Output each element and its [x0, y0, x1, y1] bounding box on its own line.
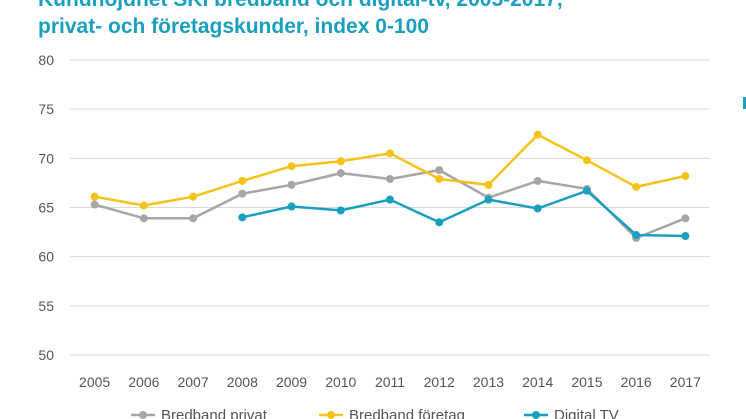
data-point-bredband-f-retag-2012 [435, 174, 444, 183]
legend-marker-bredband-f-retag [327, 411, 335, 419]
data-point-bredband-f-retag-2007 [189, 192, 198, 201]
legend-marker-bredband-privat [139, 411, 147, 419]
y-tick-label-75: 75 [38, 101, 54, 117]
legend-marker-digital-tv [532, 411, 540, 419]
legend-label-bredband-f-retag: Bredband företag [349, 407, 465, 419]
y-tick-label-80: 80 [38, 52, 54, 68]
decorative-marker [743, 97, 746, 109]
x-tick-label-2012: 2012 [424, 374, 455, 390]
x-tick-label-2016: 2016 [621, 374, 652, 390]
data-point-bredband-privat-2014 [533, 176, 542, 185]
data-point-digital-tv-2014 [533, 204, 542, 213]
data-point-bredband-privat-2008 [238, 189, 247, 198]
data-point-bredband-privat-2017 [681, 214, 690, 223]
data-point-bredband-f-retag-2017 [681, 172, 690, 181]
data-point-bredband-f-retag-2016 [632, 182, 641, 191]
x-tick-label-2005: 2005 [79, 374, 110, 390]
chart-title-line-2: privat- och företagskunder, index 0-100 [38, 15, 429, 38]
data-point-bredband-privat-2006 [139, 214, 148, 223]
series-line-digital-tv [242, 189, 686, 238]
data-point-bredband-f-retag-2010 [336, 157, 345, 166]
x-tick-label-2014: 2014 [522, 374, 553, 390]
data-point-bredband-f-retag-2014 [533, 130, 542, 139]
data-point-bredband-f-retag-2005 [90, 192, 99, 201]
data-point-bredband-f-retag-2015 [582, 156, 591, 165]
data-point-bredband-privat-2010 [336, 169, 345, 178]
series-line-bredband-f-retag [94, 133, 686, 207]
data-point-digital-tv-2015 [582, 186, 591, 195]
x-tick-label-2013: 2013 [473, 374, 504, 390]
y-tick-label-65: 65 [38, 200, 54, 216]
data-point-digital-tv-2009 [287, 202, 296, 211]
x-tick-label-2006: 2006 [128, 374, 159, 390]
x-tick-label-2007: 2007 [177, 374, 208, 390]
data-point-digital-tv-2013 [484, 195, 493, 204]
gridlines [70, 59, 710, 356]
y-tick-label-55: 55 [38, 298, 54, 314]
data-point-digital-tv-2011 [386, 195, 394, 204]
x-tick-label-2008: 2008 [227, 374, 258, 390]
data-point-bredband-f-retag-2008 [238, 176, 247, 185]
data-point-bredband-privat-2005 [90, 200, 99, 209]
x-tick-label-2010: 2010 [325, 374, 356, 390]
y-tick-label-60: 60 [38, 249, 54, 265]
data-point-bredband-f-retag-2011 [386, 149, 394, 158]
data-point-digital-tv-2017 [681, 232, 690, 241]
x-axis-ticks: 2005 2006 2007 2008 2009 2010 2011 2012 2013 2014… [79, 374, 701, 390]
x-tick-label-2011: 2011 [375, 374, 405, 390]
legend-label-digital-tv: Digital TV [554, 407, 619, 419]
y-tick-label-70: 70 [38, 150, 54, 166]
x-tick-label-2017: 2017 [670, 374, 701, 390]
data-point-digital-tv-2010 [336, 206, 345, 215]
data-point-digital-tv-2008 [238, 213, 247, 222]
data-point-bredband-f-retag-2009 [287, 162, 296, 171]
data-point-bredband-privat-2007 [189, 214, 198, 223]
x-tick-label-2015: 2015 [571, 374, 602, 390]
series-points [90, 130, 690, 242]
data-point-bredband-privat-2011 [386, 174, 394, 183]
data-point-digital-tv-2016 [632, 231, 641, 240]
legend-label-bredband-privat: Bredband privat [161, 407, 268, 419]
y-axis-ticks: 50 55 60 65 70 75 80 [38, 52, 54, 363]
legend: Bredband privat Bredband företag Digital T… [131, 407, 619, 419]
data-point-bredband-privat-2012 [435, 166, 444, 175]
data-point-digital-tv-2012 [435, 218, 444, 227]
data-point-bredband-f-retag-2006 [139, 201, 148, 210]
data-point-bredband-f-retag-2013 [484, 180, 493, 189]
x-tick-label-2009: 2009 [276, 374, 307, 390]
y-tick-label-50: 50 [38, 347, 54, 363]
chart-title-line-1: Kundnöjdhet SKI bredband och digital-tv,… [38, 0, 563, 12]
data-point-bredband-privat-2009 [287, 180, 296, 189]
